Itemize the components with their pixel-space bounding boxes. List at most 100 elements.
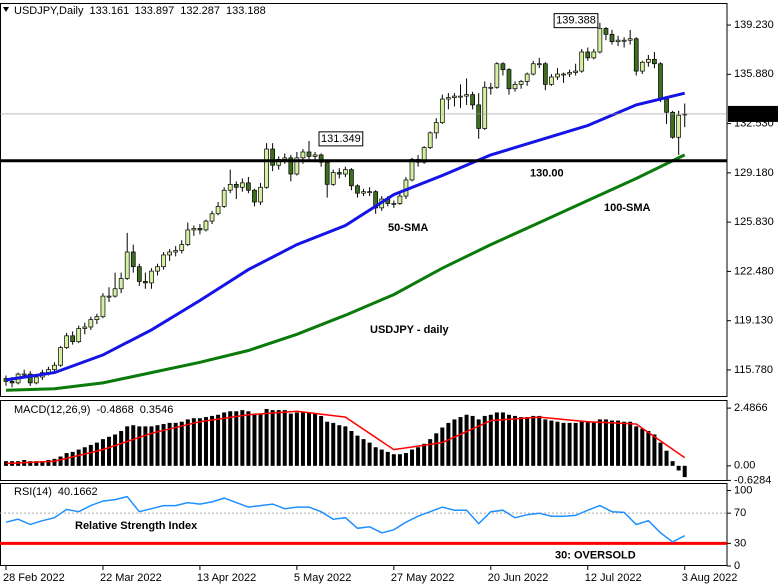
macd-bar: [70, 451, 75, 466]
sma-label: 100-SMA: [604, 202, 651, 214]
macd-bar: [385, 451, 390, 466]
candle-body: [615, 39, 621, 43]
macd-bar: [88, 444, 93, 466]
macd-bar: [149, 426, 154, 466]
candle-body: [603, 28, 609, 35]
candle-body: [312, 154, 318, 157]
sma-label: 50-SMA: [388, 222, 428, 234]
macd-bar: [288, 413, 293, 466]
candle-body: [452, 95, 457, 98]
signal-line: [5, 410, 686, 465]
peak-box: [553, 13, 599, 29]
macd-bar: [240, 410, 245, 466]
macd-bar: [361, 439, 366, 466]
candle-body: [88, 319, 94, 328]
candle-body: [282, 157, 288, 160]
candle-body: [676, 114, 682, 138]
candle-body: [488, 86, 494, 89]
macd-bar: [210, 415, 215, 466]
candle-body: [646, 58, 651, 63]
candle-body: [458, 95, 463, 98]
candle-body: [439, 98, 445, 123]
candle-body: [464, 94, 469, 97]
candle-body: [203, 220, 209, 231]
candle-body: [167, 251, 172, 256]
macd-bar: [94, 442, 99, 466]
candle-body: [209, 213, 215, 222]
candle-body: [52, 364, 57, 370]
macd-bar: [270, 410, 275, 466]
candle-body: [173, 250, 179, 253]
candle-body: [161, 254, 166, 268]
macd-bar: [131, 425, 136, 466]
candle-body: [100, 295, 106, 318]
candle-body: [136, 266, 142, 282]
candle-body: [427, 132, 433, 148]
candle-body: [482, 86, 488, 129]
macd-bar: [616, 420, 621, 466]
rsi-line: [5, 495, 686, 543]
macd-bar: [640, 428, 645, 466]
macd-bar: [567, 422, 572, 466]
macd-bar: [40, 461, 45, 466]
candle-body: [585, 51, 591, 59]
macd-bar: [543, 419, 548, 466]
macd-bar: [167, 422, 172, 466]
macd-bar: [603, 419, 608, 466]
candle-body: [130, 251, 136, 268]
candle-body: [270, 148, 275, 166]
y-tick-label: 70: [734, 507, 746, 519]
macd-bar: [652, 434, 657, 466]
y-tick-label: 135.880: [734, 68, 774, 80]
macd-bar: [203, 417, 208, 466]
macd-bar: [355, 435, 360, 466]
macd-bar: [422, 443, 427, 466]
macd-bar: [58, 456, 63, 466]
candle-body: [446, 97, 451, 100]
candle-body: [185, 229, 191, 245]
candle-body: [215, 206, 221, 215]
y-tick-label: -0.6284: [734, 474, 771, 486]
sma-line: [5, 153, 686, 392]
macd-bar: [313, 413, 318, 466]
macd-bar: [367, 442, 372, 466]
macd-bar: [555, 421, 560, 466]
macd-bar: [664, 450, 669, 466]
macd-bar: [597, 419, 602, 466]
macd-bar: [143, 426, 148, 466]
macd-bar: [100, 439, 105, 466]
macd-bar: [458, 417, 463, 466]
candle-body: [191, 228, 197, 231]
macd-bar: [264, 408, 269, 466]
macd-bar: [28, 461, 33, 466]
x-tick-label: 22 Mar 2022: [100, 572, 162, 584]
candle-body: [9, 381, 15, 384]
macd-bar: [440, 427, 445, 466]
macd-bar: [276, 410, 281, 466]
macd-bar: [52, 458, 57, 466]
macd-bar: [228, 411, 233, 466]
candle-body: [530, 63, 536, 75]
candle-body: [27, 373, 33, 384]
macd-bar: [307, 412, 311, 466]
macd-bar: [282, 410, 287, 466]
panel-frame: [0, 400, 728, 481]
macd-bar: [391, 454, 396, 466]
candle-body: [524, 73, 530, 82]
candle-body: [500, 63, 506, 70]
macd-bar: [494, 412, 499, 466]
candle-body: [221, 189, 227, 207]
candle-body: [294, 157, 300, 175]
candle-body: [555, 73, 560, 78]
sma-line: [5, 91, 686, 382]
candle-body: [573, 70, 578, 73]
y-tick-label: 115.780: [734, 364, 773, 376]
candle-body: [391, 203, 397, 205]
candle-body: [264, 148, 269, 188]
macd-bar: [397, 454, 402, 466]
chart-annotation: USDJPY - daily: [370, 324, 450, 336]
candle-body: [367, 191, 372, 194]
macd-bar: [591, 421, 596, 466]
